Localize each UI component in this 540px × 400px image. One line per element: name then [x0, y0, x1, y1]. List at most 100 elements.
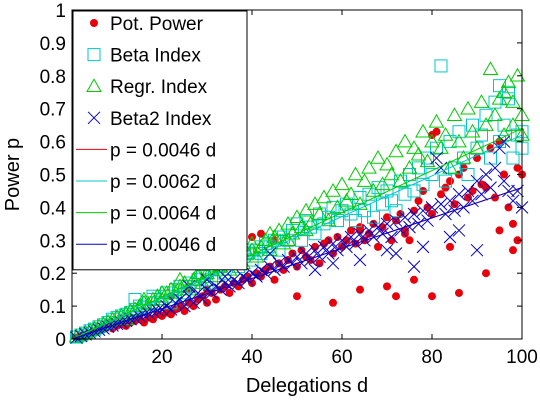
data-point	[347, 166, 364, 181]
data-point	[311, 242, 319, 251]
data-point	[295, 256, 308, 270]
data-point	[376, 227, 389, 241]
legend-label: Pot. Power	[110, 14, 204, 35]
data-point	[425, 168, 439, 181]
data-point	[298, 222, 314, 237]
data-point	[475, 187, 488, 201]
data-point	[505, 94, 521, 108]
data-point	[437, 190, 445, 199]
fit-line	[71, 134, 523, 340]
legend-label: p = 0.0062 d	[110, 172, 216, 193]
x-tick-label: 40	[241, 347, 262, 368]
data-point	[464, 123, 481, 138]
data-point	[410, 146, 427, 161]
data-point	[450, 200, 459, 209]
data-point	[441, 183, 450, 192]
data-point	[317, 240, 331, 254]
data-point	[505, 117, 521, 131]
data-point	[347, 226, 355, 235]
data-point	[509, 246, 517, 255]
data-point	[290, 217, 304, 231]
data-point	[493, 141, 506, 155]
data-point	[365, 229, 373, 238]
y-tick-label: 1	[55, 1, 66, 22]
data-point	[403, 220, 416, 234]
data-point	[496, 127, 512, 141]
legend-marker	[87, 48, 101, 62]
data-point	[491, 193, 499, 202]
data-point	[442, 159, 458, 174]
data-point	[343, 186, 359, 200]
data-point	[196, 293, 209, 306]
data-point	[214, 283, 227, 297]
data-point	[502, 184, 515, 198]
y-tick-label: 0.9	[40, 34, 66, 55]
data-point	[470, 174, 484, 188]
data-point	[434, 59, 448, 73]
data-point	[407, 207, 421, 221]
data-point	[403, 168, 416, 181]
data-point	[187, 296, 200, 310]
y-tick-label: 0	[55, 330, 66, 351]
data-point	[349, 214, 362, 228]
legend-label: Beta2 Index	[110, 109, 212, 130]
data-point	[371, 220, 385, 234]
data-point	[353, 191, 367, 205]
data-point	[259, 266, 272, 280]
data-point	[506, 151, 520, 165]
data-point	[383, 282, 391, 291]
legend-marker	[87, 111, 101, 125]
data-point	[234, 282, 243, 291]
data-point	[446, 177, 454, 186]
data-point	[164, 303, 178, 316]
data-point	[315, 259, 324, 268]
data-point	[407, 184, 421, 198]
data-point	[203, 298, 211, 307]
data-point	[392, 173, 409, 187]
data-point	[479, 108, 493, 122]
data-point	[244, 235, 260, 250]
data-point	[412, 217, 425, 231]
data-point	[466, 118, 479, 132]
data-point	[475, 128, 488, 142]
data-point	[509, 67, 526, 82]
y-tick-label: 0.5	[40, 166, 66, 187]
data-point	[369, 219, 378, 228]
data-point	[496, 84, 512, 98]
data-point	[248, 248, 265, 263]
data-point	[374, 242, 382, 251]
data-point	[484, 151, 497, 165]
data-point	[423, 203, 432, 212]
y-tick-label: 0.4	[40, 198, 67, 219]
data-point	[388, 143, 404, 158]
data-point	[320, 239, 328, 248]
data-point	[371, 181, 385, 195]
data-point	[218, 270, 232, 283]
y-tick-label: 0.2	[40, 264, 66, 285]
data-point	[443, 194, 457, 208]
y-axis-label: Power p	[2, 138, 24, 211]
legend-marker	[86, 78, 102, 92]
data-point	[421, 151, 434, 165]
fit-line	[71, 127, 523, 340]
data-point	[421, 214, 434, 227]
data-point	[428, 113, 445, 128]
data-point	[182, 289, 196, 303]
data-point	[387, 236, 396, 245]
data-point	[406, 140, 422, 154]
data-point	[380, 243, 394, 257]
ticks-layer: 0 0.1 0.2 0.3 0.4 0.5 0.6 0.7 0.8 0.9 1 20 40 60 80 100	[40, 1, 538, 368]
x-tick-label: 60	[331, 347, 352, 368]
data-point	[500, 170, 508, 179]
data-point	[308, 243, 322, 257]
data-point	[484, 181, 497, 195]
data-point	[488, 161, 502, 175]
data-point	[397, 133, 413, 148]
data-point	[304, 253, 317, 267]
data-point	[308, 263, 322, 277]
data-point	[356, 285, 364, 294]
legend-label: Beta Index	[110, 46, 201, 67]
data-point	[461, 184, 475, 198]
data-point	[415, 123, 431, 138]
data-point	[473, 94, 490, 108]
